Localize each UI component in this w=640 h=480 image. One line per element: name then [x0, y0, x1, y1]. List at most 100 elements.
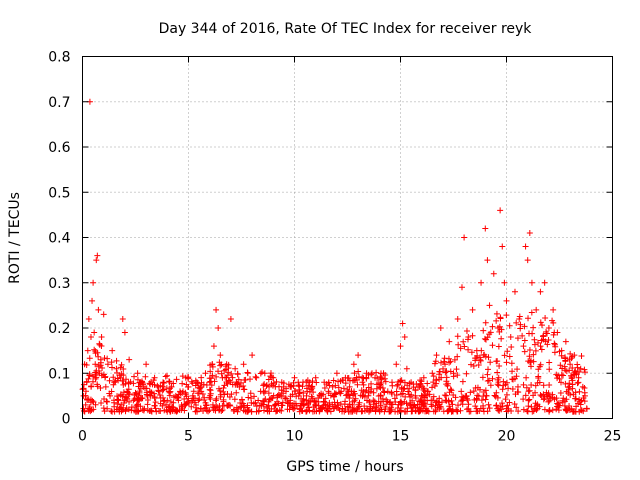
- data-point: [483, 392, 490, 399]
- data-point: [110, 374, 117, 381]
- data-point: [102, 374, 109, 381]
- data-point: [553, 406, 560, 413]
- data-point: [239, 396, 246, 403]
- data-point: [223, 361, 230, 368]
- data-point: [424, 397, 431, 404]
- data-point: [454, 372, 461, 379]
- data-point: [228, 370, 235, 377]
- data-point: [104, 398, 111, 405]
- data-point: [350, 407, 357, 414]
- data-point: [437, 325, 444, 331]
- data-point: [572, 389, 579, 396]
- data-point: [353, 408, 360, 415]
- data-point: [300, 389, 307, 396]
- data-point: [192, 402, 199, 409]
- data-point: [373, 369, 380, 376]
- data-point: [220, 388, 227, 395]
- data-point: [126, 356, 133, 363]
- data-point: [330, 393, 337, 400]
- data-point: [412, 386, 419, 393]
- data-point: [102, 383, 109, 390]
- data-point: [167, 388, 174, 395]
- data-point: [459, 397, 466, 404]
- data-point: [381, 375, 388, 382]
- data-point: [206, 386, 213, 393]
- data-point: [494, 394, 501, 401]
- data-point: [273, 378, 280, 385]
- data-point: [574, 400, 581, 407]
- data-point: [201, 394, 208, 401]
- data-point: [474, 352, 481, 359]
- data-point: [526, 396, 533, 403]
- data-point: [272, 408, 279, 415]
- data-point: [520, 396, 527, 403]
- data-point: [155, 388, 162, 395]
- data-point: [115, 397, 122, 404]
- data-point: [108, 359, 115, 366]
- data-point: [440, 408, 447, 415]
- data-point: [425, 388, 432, 395]
- data-point: [475, 362, 482, 369]
- data-point: [234, 408, 241, 415]
- data-point: [372, 374, 379, 381]
- data-point: [455, 341, 462, 348]
- data-point: [436, 395, 443, 402]
- data-point: [241, 377, 248, 384]
- data-point: [109, 347, 116, 354]
- data-point: [559, 399, 566, 406]
- data-point: [463, 327, 470, 334]
- data-point: [312, 374, 319, 381]
- data-point: [340, 385, 347, 392]
- data-point: [182, 391, 189, 398]
- data-point: [408, 379, 415, 386]
- data-point: [380, 370, 387, 377]
- data-point: [271, 402, 278, 409]
- data-point: [188, 403, 195, 410]
- data-point: [207, 395, 214, 402]
- data-point: [229, 374, 236, 381]
- data-point: [384, 388, 391, 395]
- data-point: [399, 320, 406, 327]
- data-point: [403, 408, 410, 415]
- data-point: [479, 374, 486, 381]
- data-point: [218, 361, 225, 368]
- data-point: [494, 358, 501, 365]
- data-point: [299, 407, 306, 414]
- data-point: [422, 394, 429, 401]
- data-point: [535, 339, 542, 346]
- data-point: [378, 375, 385, 382]
- data-point: [164, 372, 171, 379]
- data-point: [449, 401, 456, 408]
- data-point: [212, 397, 219, 404]
- data-point: [89, 297, 96, 304]
- data-point: [506, 353, 513, 360]
- data-point: [321, 379, 328, 386]
- data-point: [363, 370, 370, 377]
- data-point: [133, 402, 140, 409]
- data-point: [558, 371, 565, 378]
- data-point: [491, 392, 498, 399]
- data-point: [112, 378, 119, 385]
- data-point: [140, 383, 147, 390]
- data-point: [211, 404, 218, 411]
- y-axis-label: ROTI / TECUs: [7, 192, 23, 284]
- data-point: [448, 387, 455, 394]
- data-point: [207, 368, 214, 375]
- y-tick-labels: 0 0.1 0.2 0.3 0.4 0.5 0.6 0.7 0.8: [48, 50, 70, 428]
- data-point: [370, 397, 377, 404]
- data-point: [223, 378, 230, 385]
- x-tick-label: 15: [392, 429, 410, 445]
- data-point: [248, 408, 255, 415]
- data-point: [217, 393, 224, 400]
- data-point: [160, 379, 167, 386]
- data-point: [562, 380, 569, 387]
- data-point: [511, 400, 518, 407]
- data-point: [100, 371, 107, 378]
- data-point: [208, 375, 215, 382]
- data-point: [419, 407, 426, 414]
- x-axis-label: GPS time / hours: [286, 459, 403, 475]
- data-point: [147, 392, 154, 399]
- data-point: [116, 406, 123, 413]
- data-point: [347, 404, 354, 411]
- data-point: [333, 370, 340, 377]
